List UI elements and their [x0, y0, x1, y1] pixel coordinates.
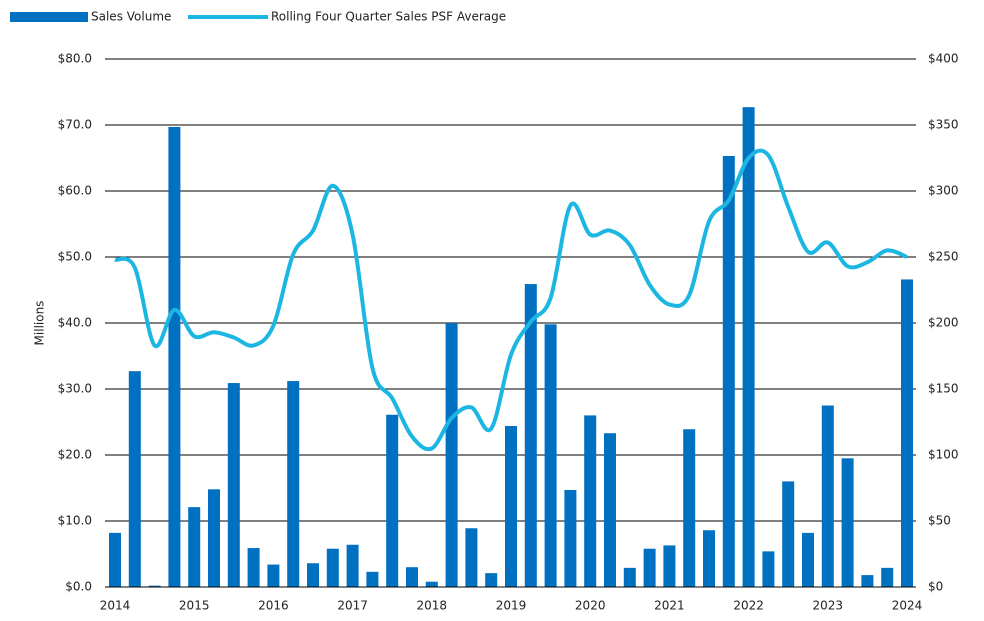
bar [584, 415, 597, 587]
bar [564, 489, 577, 587]
bar [227, 383, 240, 587]
bar [128, 371, 141, 587]
bar [643, 548, 656, 587]
bar [366, 571, 379, 587]
bar [703, 530, 715, 587]
x-tick-label: 2016 [258, 599, 289, 613]
bar [722, 156, 735, 587]
bar [821, 405, 834, 587]
y2-tick-label: $200 [928, 316, 959, 330]
y-tick-label: $80.0 [58, 52, 92, 66]
x-tick-label: 2020 [575, 599, 606, 613]
bar [861, 575, 874, 587]
bar [109, 532, 121, 587]
bar [683, 429, 696, 587]
bar [524, 284, 537, 587]
y2-tick-label: $50 [928, 514, 951, 528]
y-tick-label: $30.0 [58, 382, 92, 396]
bar [425, 581, 438, 587]
x-tick-label: 2015 [179, 599, 210, 613]
bar [287, 381, 300, 587]
x-tick-label: 2014 [100, 599, 131, 613]
y2-tick-label: $150 [928, 382, 959, 396]
y-tick-label: $50.0 [58, 250, 92, 264]
y-axis-label: Millions [33, 301, 47, 346]
y-tick-label: $10.0 [58, 514, 92, 528]
bar [326, 548, 339, 587]
bar [802, 532, 814, 587]
legend-swatch [10, 12, 88, 22]
y2-tick-label: $100 [928, 448, 959, 462]
bar [841, 458, 854, 587]
bar [465, 528, 478, 587]
bar [901, 279, 913, 587]
bar [208, 489, 220, 587]
y2-tick-label: $300 [928, 184, 959, 198]
x-tick-label: 2019 [496, 599, 527, 613]
bar [782, 481, 795, 587]
y2-tick-label: $400 [928, 52, 959, 66]
bar [346, 544, 359, 587]
legend-label: Sales Volume [91, 10, 171, 24]
y-tick-label: $0.0 [65, 580, 92, 594]
bar [406, 567, 418, 587]
line [114, 148, 908, 452]
y-tick-label: $60.0 [58, 184, 92, 198]
y-tick-label: $20.0 [58, 448, 92, 462]
bar [188, 507, 201, 587]
y2-tick-label: $0 [928, 580, 943, 594]
bar [881, 567, 894, 587]
x-tick-label: 2017 [337, 599, 368, 613]
x-tick-label: 2024 [892, 599, 923, 613]
bar [267, 564, 280, 587]
y-tick-label: $40.0 [58, 316, 92, 330]
bar [663, 545, 676, 587]
bar [762, 551, 775, 587]
x-tick-label: 2018 [417, 599, 448, 613]
bar [445, 323, 458, 587]
bar [485, 573, 498, 587]
bar [544, 324, 557, 587]
bar [742, 107, 755, 588]
bar [307, 563, 319, 587]
x-tick-label: 2023 [813, 599, 844, 613]
x-tick-label: 2021 [654, 599, 685, 613]
bar [148, 585, 161, 587]
bar [604, 433, 616, 587]
bar [168, 126, 181, 587]
bar [623, 567, 636, 587]
x-tick-label: 2022 [733, 599, 764, 613]
legend-label: Rolling Four Quarter Sales PSF Average [271, 10, 506, 24]
bar [386, 414, 399, 587]
bar [247, 548, 260, 587]
bar [505, 425, 517, 587]
y2-tick-label: $350 [928, 118, 959, 132]
y2-tick-label: $250 [928, 250, 959, 264]
y-tick-label: $70.0 [58, 118, 92, 132]
